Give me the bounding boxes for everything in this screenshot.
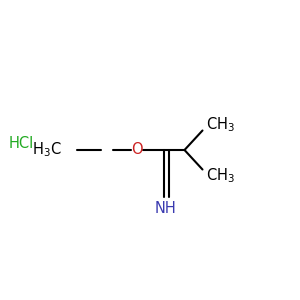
- Text: NH: NH: [155, 201, 177, 216]
- Text: HCl: HCl: [8, 136, 34, 152]
- Text: CH$_3$: CH$_3$: [206, 166, 236, 185]
- Text: H$_3$C: H$_3$C: [32, 141, 62, 159]
- Text: CH$_3$: CH$_3$: [206, 115, 236, 134]
- Text: O: O: [131, 142, 142, 158]
